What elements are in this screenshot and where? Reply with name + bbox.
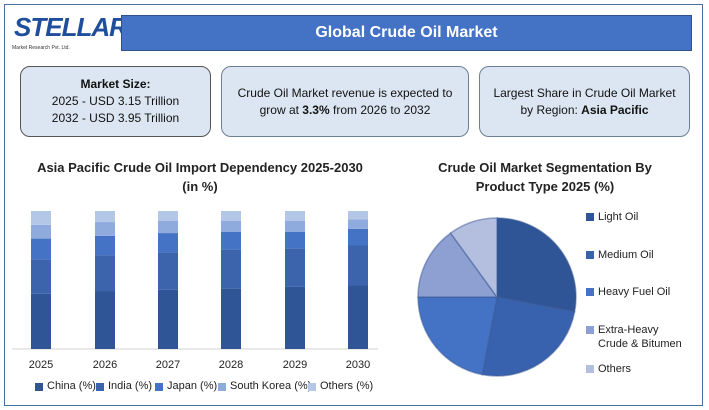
legend-swatch — [586, 251, 594, 259]
region-card: Largest Share in Crude Oil Market by Reg… — [479, 66, 690, 137]
growth-card: Crude Oil Market revenue is expected to … — [221, 66, 469, 137]
legend-swatch — [218, 383, 226, 391]
card-line: by Region: Asia Pacific — [520, 102, 648, 119]
legend-label: Light Oil — [598, 211, 639, 223]
bar-segment — [31, 238, 51, 260]
legend-swatch — [35, 383, 43, 391]
x-tick-label: 2029 — [283, 359, 307, 371]
bar-segment — [31, 224, 51, 239]
legend-item: India (%) — [96, 380, 152, 392]
bar-segment — [221, 211, 241, 221]
bar-segment — [158, 289, 178, 349]
region-name: Asia Pacific — [581, 102, 649, 117]
bar-segment — [95, 255, 115, 292]
bar-segment — [95, 222, 115, 236]
pie-slice — [417, 296, 498, 376]
market-size-card: Market Size: 2025 - USD 3.15 Trillion 20… — [20, 66, 211, 137]
bar-segment — [221, 288, 241, 349]
card-text: grow at — [259, 102, 303, 117]
legend-item: Others (%) — [308, 380, 373, 392]
x-tick-label: 2025 — [29, 359, 53, 371]
bar-segment — [285, 231, 305, 249]
pie-legend-item: Extra-Heavy Crude & Bitumen — [586, 323, 691, 351]
bar-segment — [95, 211, 115, 223]
card-line: grow at 3.3% from 2026 to 2032 — [260, 102, 431, 119]
bar-chart-title: Asia Pacific Crude Oil Import Dependency… — [37, 160, 363, 194]
legend-label: Extra-Heavy Crude & Bitumen — [598, 324, 682, 350]
legend-label: South Korea (%) — [230, 380, 312, 392]
legend-swatch — [586, 365, 594, 373]
legend-label: Medium Oil — [598, 249, 654, 261]
card-line: 2025 - USD 3.15 Trillion — [51, 94, 180, 108]
bar-segment — [285, 211, 305, 221]
legend-item: China (%) — [35, 380, 96, 392]
card-line: 2032 - USD 3.95 Trillion — [51, 111, 180, 125]
pie-legend-item: Light Oil — [586, 210, 691, 224]
bar-segment — [285, 248, 305, 287]
pie-legend-item: Medium Oil — [586, 248, 691, 262]
growth-rate: 3.3% — [302, 102, 330, 117]
legend-swatch — [96, 383, 104, 391]
card-line: Crude Oil Market revenue is expected to — [237, 85, 453, 100]
legend-label: Heavy Fuel Oil — [598, 286, 671, 298]
bar-segment — [31, 293, 51, 349]
legend-swatch — [586, 213, 594, 221]
card-text: by Region: — [520, 102, 582, 117]
pie-legend-item: Heavy Fuel Oil — [586, 285, 691, 299]
page-title: Global Crude Oil Market — [121, 15, 692, 51]
pie-slice — [496, 217, 577, 313]
legend-swatch — [586, 326, 594, 334]
bar-segment — [348, 211, 368, 220]
x-tick-label: 2028 — [219, 359, 243, 371]
bar-segment — [95, 235, 115, 256]
legend-swatch — [308, 383, 316, 391]
bar-segment — [285, 286, 305, 349]
legend-swatch — [586, 288, 594, 296]
bar-segment — [158, 233, 178, 253]
x-tick-label: 2026 — [93, 359, 117, 371]
bar-segment — [348, 219, 368, 229]
legend-label: China (%) — [47, 380, 96, 392]
legend-label: Japan (%) — [167, 380, 218, 392]
legend-label: India (%) — [108, 380, 153, 392]
bar-segment — [221, 231, 241, 250]
pie-chart-title: Crude Oil Market Segmentation By Product… — [438, 160, 652, 194]
legend-item: Japan (%) — [155, 380, 217, 392]
bar-segment — [348, 285, 368, 349]
bar-segment — [31, 259, 51, 294]
bar-segment — [348, 228, 368, 246]
bar-segment — [158, 220, 178, 234]
bar-segment — [285, 220, 305, 232]
card-line: Largest Share in Crude Oil Market — [493, 85, 676, 100]
bar-segment — [221, 220, 241, 232]
bar-segment — [95, 291, 115, 349]
bar-segment — [158, 252, 178, 290]
legend-label: Others (%) — [320, 380, 374, 392]
bar-segment — [31, 211, 51, 225]
bar-segment — [348, 245, 368, 286]
pie-slice — [481, 296, 576, 377]
pie-legend-item: Others — [586, 362, 691, 376]
bar-segment — [158, 211, 178, 221]
stellar-logo: STELLAR Market Research Pvt. Ltd. — [12, 12, 128, 51]
legend-item: South Korea (%) — [218, 380, 311, 392]
x-tick-label: 2027 — [156, 359, 180, 371]
pie-slice — [417, 232, 499, 298]
legend-swatch — [155, 383, 163, 391]
card-text: from 2026 to 2032 — [329, 102, 431, 117]
bar-segment — [221, 249, 241, 289]
legend-label: Others — [598, 363, 632, 375]
pie-slice — [449, 217, 498, 300]
card-title: Market Size: — [80, 77, 151, 91]
infographic-frame — [4, 4, 703, 406]
x-tick-label: 2030 — [346, 359, 370, 371]
